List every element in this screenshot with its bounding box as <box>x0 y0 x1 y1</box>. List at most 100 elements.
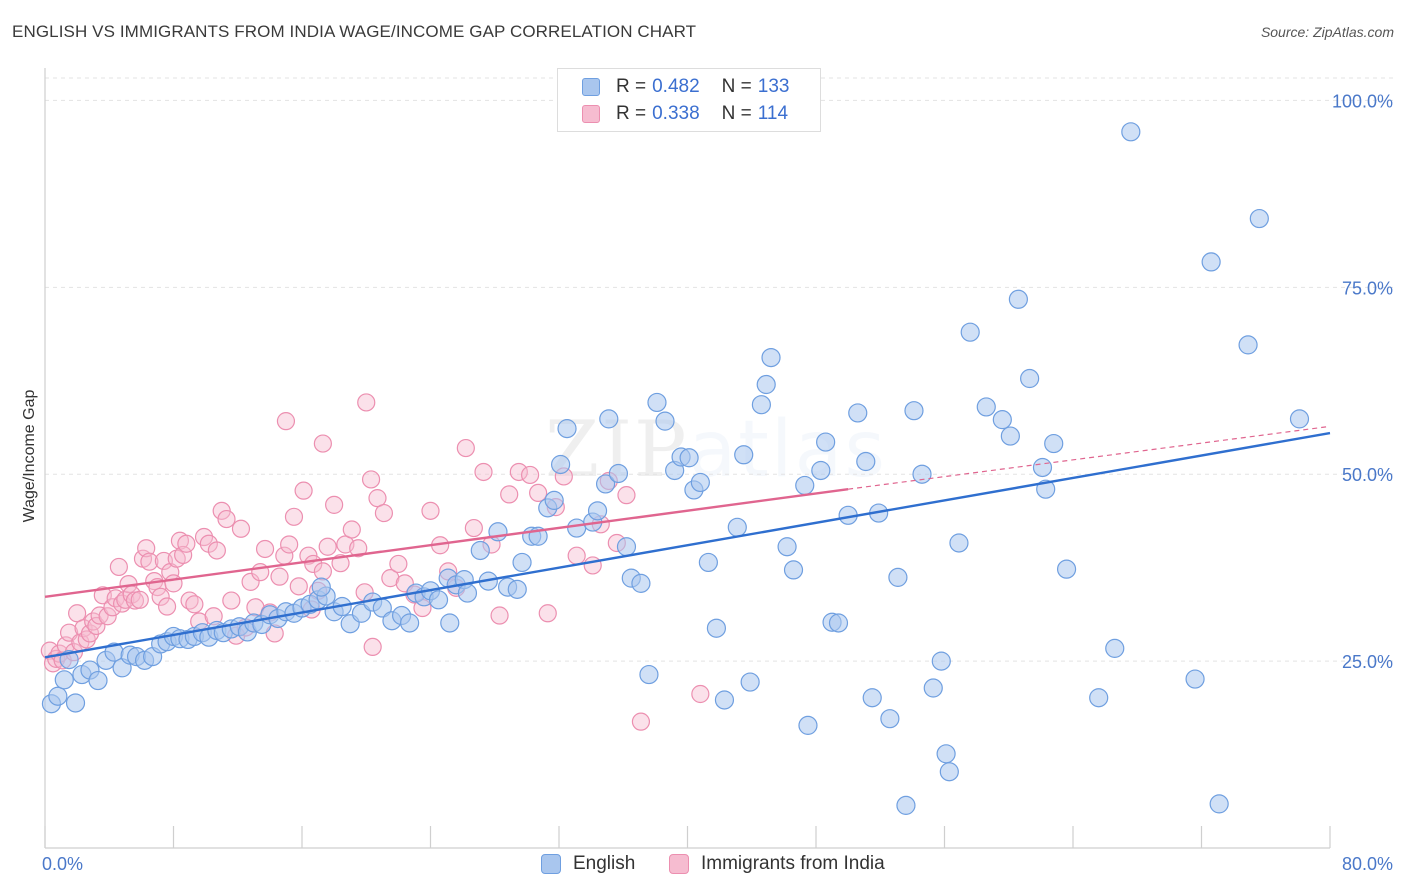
legend-n-value: 133 <box>757 76 790 97</box>
english-point <box>751 395 771 415</box>
y-tick-label: 75.0% <box>1342 278 1393 298</box>
english-point <box>608 463 629 484</box>
english-point <box>1238 335 1258 355</box>
english-point <box>949 533 969 553</box>
english-point <box>1105 638 1125 658</box>
english-point <box>816 432 836 452</box>
india-point <box>318 537 337 556</box>
india-point <box>538 604 557 623</box>
english-point <box>400 613 420 633</box>
india-point <box>389 554 408 574</box>
english-point <box>714 690 735 710</box>
india-point <box>80 624 100 643</box>
india-trend-extension <box>848 425 1331 490</box>
english-point <box>923 678 943 698</box>
trend-lines <box>44 425 1331 659</box>
india-point <box>500 485 519 504</box>
bottom-legend-india[interactable]: Immigrants from India <box>669 853 885 875</box>
india-point <box>456 438 475 458</box>
legend-n-value: 114 <box>757 103 789 124</box>
india-point <box>368 489 387 508</box>
english-point <box>761 347 781 368</box>
english-point <box>960 322 980 342</box>
legend-n-label: N = <box>721 103 752 124</box>
india-point <box>349 539 368 558</box>
india-point <box>520 465 540 485</box>
english-point <box>65 693 86 713</box>
english-point <box>698 552 718 573</box>
english-point <box>551 454 571 475</box>
axes <box>44 68 1331 849</box>
india-point <box>109 557 128 577</box>
x-tick-label: 80.0% <box>1342 854 1393 874</box>
english-point <box>1089 688 1109 708</box>
english-trend-line <box>44 431 1331 659</box>
english-point <box>1032 457 1053 478</box>
india-point <box>255 539 275 559</box>
english-point <box>939 762 959 782</box>
english-point <box>798 715 818 735</box>
english-point <box>655 411 675 431</box>
english-point <box>862 688 882 708</box>
english-point <box>647 392 667 413</box>
bottom-legend-english[interactable]: English <box>541 853 635 875</box>
english-point <box>976 397 996 417</box>
english-point <box>567 518 587 538</box>
english-point <box>1249 208 1269 229</box>
english-point <box>888 567 908 587</box>
india-point <box>464 518 483 538</box>
india-point <box>342 520 361 539</box>
chart-title: ENGLISH VS IMMIGRANTS FROM INDIA WAGE/IN… <box>12 22 697 41</box>
y-axis-label: Wage/Income Gap <box>21 390 38 523</box>
english-point <box>828 613 849 633</box>
english-point <box>54 670 74 690</box>
english-point <box>440 613 460 633</box>
english-point <box>848 403 868 423</box>
english-point <box>931 651 951 671</box>
india-point <box>217 509 236 529</box>
english-point <box>616 537 637 557</box>
english-point <box>48 686 68 706</box>
india-point <box>284 507 304 526</box>
english-point <box>1209 794 1229 814</box>
india-point <box>157 597 177 616</box>
english-point <box>690 472 710 493</box>
y-tick-label: 100.0% <box>1332 91 1393 111</box>
india-point <box>529 483 548 503</box>
legend-r-label: R = <box>616 76 647 97</box>
legend-swatch-india <box>582 105 600 123</box>
english-point <box>457 583 478 603</box>
india-point <box>363 637 382 657</box>
english-point <box>880 709 900 729</box>
english-point <box>1201 252 1221 272</box>
india-point <box>294 481 313 500</box>
india-point <box>509 462 528 482</box>
english-point <box>992 410 1012 430</box>
x-tick-label: 0.0% <box>42 854 83 874</box>
india-point <box>174 545 193 565</box>
india-point <box>164 574 183 593</box>
bottom-legend-india-label: Immigrants from India <box>701 853 885 874</box>
english-point <box>557 419 577 439</box>
india-point <box>691 684 710 704</box>
india-point <box>583 556 602 575</box>
english-point <box>856 451 876 472</box>
india-point <box>125 591 145 610</box>
india-points <box>40 393 710 731</box>
english-point <box>631 573 651 593</box>
india-trend-line <box>44 487 849 599</box>
english-point <box>912 464 932 484</box>
india-point <box>357 393 376 412</box>
english-point <box>1185 669 1205 689</box>
english-point <box>512 552 532 573</box>
india-point <box>98 607 117 626</box>
english-point <box>734 445 754 465</box>
english-point <box>595 474 616 494</box>
india-point <box>130 590 149 609</box>
india-point <box>276 412 296 431</box>
india-point <box>270 567 289 586</box>
english-point <box>88 670 108 691</box>
english-point <box>544 490 564 510</box>
english-point <box>740 672 760 692</box>
